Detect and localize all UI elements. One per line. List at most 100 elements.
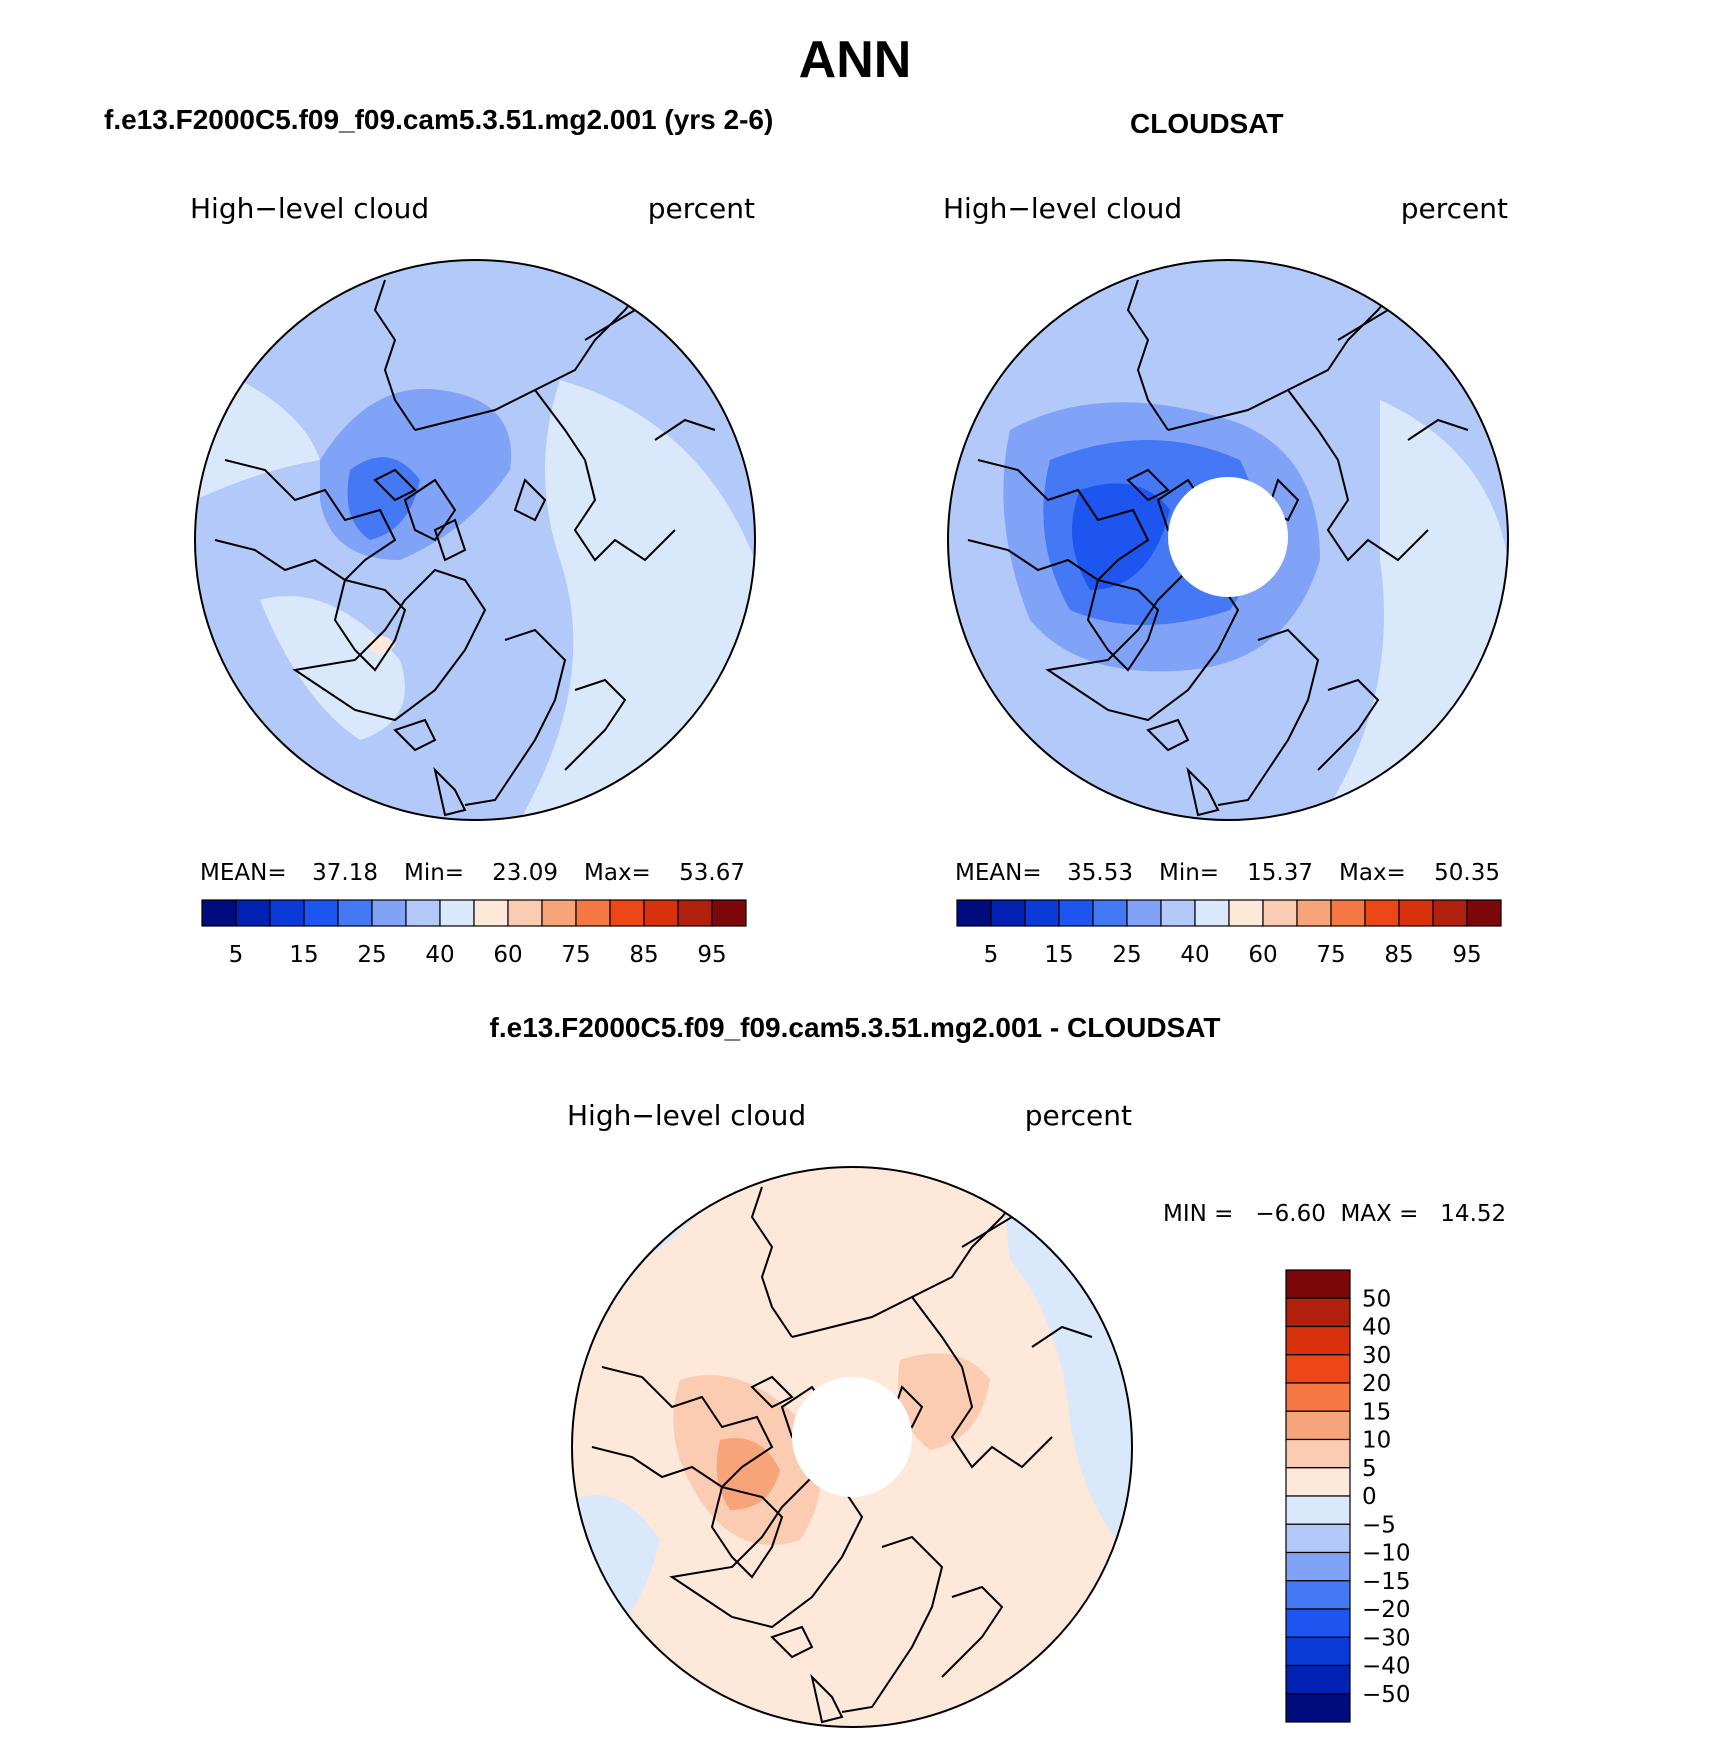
model-colorbar-box bbox=[371, 899, 407, 927]
obs-map-boundary bbox=[947, 259, 1509, 821]
diff-colorbar-box bbox=[1285, 1580, 1351, 1610]
obs-max-value: 50.35 bbox=[1434, 860, 1500, 886]
obs-colorbar-tick-label: 5 bbox=[984, 942, 999, 968]
obs-missing-pole bbox=[1168, 477, 1288, 597]
obs-min-label: Min= bbox=[1159, 860, 1219, 886]
model-colorbar-tick-label: 5 bbox=[229, 942, 244, 968]
diff-colorbar-tick-label: 15 bbox=[1362, 1399, 1391, 1425]
obs-colorbar-tick-label: 15 bbox=[1044, 942, 1073, 968]
diff-colorbar-tick-label: −10 bbox=[1362, 1541, 1411, 1567]
obs-colorbar-tick-label: 40 bbox=[1180, 942, 1209, 968]
diff-colorbar-box bbox=[1285, 1382, 1351, 1412]
model-colorbar-box bbox=[677, 899, 713, 927]
diff-colorbar-box bbox=[1285, 1325, 1351, 1356]
diff-colorbar-tick-label: 20 bbox=[1362, 1371, 1391, 1397]
diff-colorbar-tick-label: 5 bbox=[1362, 1456, 1377, 1482]
diff-colorbar-tick-label: −20 bbox=[1362, 1597, 1411, 1623]
obs-colorbar-tick-label: 60 bbox=[1248, 942, 1277, 968]
model-min-label: Min= bbox=[404, 860, 464, 886]
model-max-label: Max= bbox=[584, 860, 651, 886]
obs-colorbar-box bbox=[1228, 899, 1264, 927]
model-colorbar-tick-label: 75 bbox=[561, 942, 590, 968]
model-colorbar-box bbox=[541, 899, 577, 927]
model-colorbar-box bbox=[201, 899, 237, 927]
obs-mean-label: MEAN= bbox=[955, 860, 1042, 886]
obs-colorbar-box bbox=[1126, 899, 1162, 927]
diff-colorbar-box bbox=[1285, 1297, 1351, 1328]
model-colorbar-box bbox=[303, 899, 339, 927]
obs-colorbar-box bbox=[1398, 899, 1434, 927]
model-colorbar-box bbox=[473, 899, 509, 927]
model-field-light-east bbox=[520, 380, 755, 820]
diff-colorbar-tick-label: −30 bbox=[1362, 1625, 1411, 1651]
obs-colorbar-box bbox=[1296, 899, 1332, 927]
model-max-value: 53.67 bbox=[679, 860, 745, 886]
diff-case-title: f.e13.F2000C5.f09_f09.cam5.3.51.mg2.001 … bbox=[489, 1012, 1221, 1043]
diff-colorbar-box bbox=[1285, 1438, 1351, 1469]
model-map bbox=[194, 259, 756, 821]
diff-colorbar-tick-label: −40 bbox=[1362, 1654, 1411, 1680]
diff-colorbar-tick-label: −15 bbox=[1362, 1569, 1411, 1595]
diff-colorbar-box bbox=[1285, 1693, 1351, 1723]
model-colorbar-tick-label: 95 bbox=[697, 942, 726, 968]
obs-map bbox=[947, 259, 1509, 821]
obs-colorbar-box bbox=[1024, 899, 1060, 927]
model-colorbar-tick-label: 15 bbox=[289, 942, 318, 968]
model-colorbar-box bbox=[235, 899, 271, 927]
diff-colorbar-tick-label: 50 bbox=[1362, 1286, 1391, 1312]
obs-colorbar-box bbox=[1364, 899, 1400, 927]
model-case-title: f.e13.F2000C5.f09_f09.cam5.3.51.mg2.001 … bbox=[104, 104, 774, 135]
page-title: ANN bbox=[798, 31, 912, 89]
diff-missing-pole bbox=[792, 1377, 912, 1497]
model-field-light-south bbox=[260, 596, 405, 740]
obs-units-label: percent bbox=[1401, 192, 1508, 225]
diff-colorbar-tick-label: 40 bbox=[1362, 1315, 1391, 1341]
obs-colorbar-tick-label: 25 bbox=[1112, 942, 1141, 968]
diff-colorbar-tick-label: −5 bbox=[1362, 1512, 1396, 1538]
model-variable-label: High−level cloud bbox=[190, 192, 429, 225]
obs-max-label: Max= bbox=[1339, 860, 1406, 886]
model-colorbar-tick-label: 40 bbox=[425, 942, 454, 968]
model-min-value: 23.09 bbox=[492, 860, 558, 886]
obs-colorbar-tick-label: 95 bbox=[1452, 942, 1481, 968]
diff-field-warm-east bbox=[898, 1353, 990, 1450]
obs-colorbar-box bbox=[1330, 899, 1366, 927]
model-colorbar: 5 15 25 40 60 75 85 95 bbox=[201, 899, 747, 968]
obs-min-value: 15.37 bbox=[1247, 860, 1313, 886]
obs-colorbar-box bbox=[1160, 899, 1196, 927]
diff-colorbar-box bbox=[1285, 1523, 1351, 1554]
model-mean-value: 37.18 bbox=[312, 860, 378, 886]
diff-colorbar-tick-label: −50 bbox=[1362, 1682, 1411, 1708]
model-mean-label: MEAN= bbox=[200, 860, 287, 886]
model-colorbar-tick-label: 60 bbox=[493, 942, 522, 968]
diff-map-boundary bbox=[571, 1166, 1133, 1728]
model-colorbar-box bbox=[269, 899, 305, 927]
model-colorbar-tick-label: 25 bbox=[357, 942, 386, 968]
diff-colorbar-tick-label: 30 bbox=[1362, 1343, 1391, 1369]
diff-minmax-label: MIN = −6.60 MAX = 14.52 bbox=[1163, 1201, 1506, 1227]
obs-colorbar-box bbox=[1466, 899, 1502, 927]
model-colorbar-tick-label: 85 bbox=[629, 942, 658, 968]
diff-field-max bbox=[716, 1438, 780, 1510]
obs-mean-value: 35.53 bbox=[1067, 860, 1133, 886]
model-colorbar-box bbox=[609, 899, 645, 927]
model-colorbar-box bbox=[337, 899, 373, 927]
obs-variable-label: High−level cloud bbox=[943, 192, 1182, 225]
model-colorbar-box bbox=[439, 899, 475, 927]
obs-field-max bbox=[1072, 483, 1170, 590]
diff-colorbar-box bbox=[1285, 1410, 1351, 1441]
obs-case-title: CLOUDSAT bbox=[1130, 108, 1284, 139]
diff-colorbar-box bbox=[1285, 1608, 1351, 1638]
model-map-boundary bbox=[194, 259, 756, 821]
obs-colorbar-box bbox=[990, 899, 1026, 927]
obs-colorbar-box bbox=[1058, 899, 1094, 927]
model-colorbar-box bbox=[575, 899, 611, 927]
diff-colorbar-box bbox=[1285, 1664, 1351, 1695]
model-units-label: percent bbox=[648, 192, 755, 225]
diff-colorbar-box bbox=[1285, 1551, 1351, 1582]
obs-colorbar-tick-label: 75 bbox=[1316, 942, 1345, 968]
obs-colorbar-box bbox=[1262, 899, 1298, 927]
model-colorbar-box bbox=[405, 899, 441, 927]
